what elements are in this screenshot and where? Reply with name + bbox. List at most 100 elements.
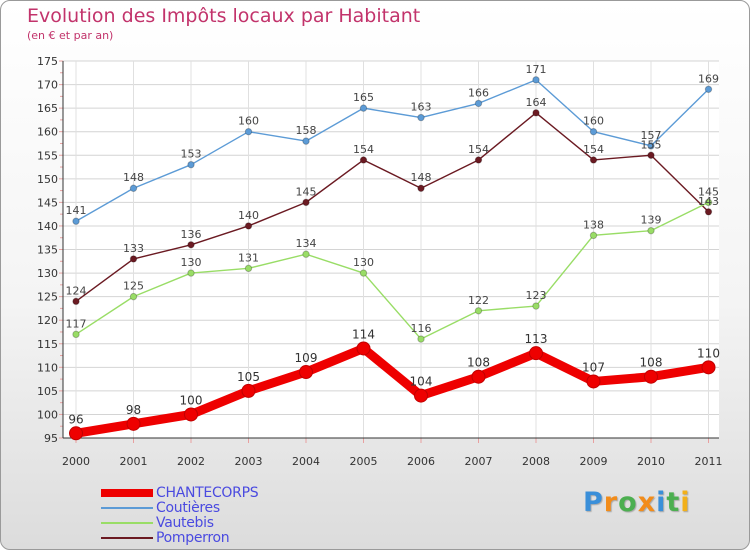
data-label: 148 [411, 171, 432, 184]
logo-letter: i [656, 487, 667, 518]
data-label: 134 [296, 237, 317, 250]
data-point [187, 269, 195, 277]
chart-title: Evolution des Impôts locaux par Habitant [27, 5, 421, 27]
data-point [299, 365, 313, 380]
data-label: 154 [468, 143, 489, 156]
logo-letter: P [583, 487, 604, 518]
data-point [187, 241, 195, 249]
data-point [701, 360, 716, 375]
data-point [417, 184, 425, 192]
data-label: 145 [296, 185, 317, 198]
y-tick-label: 160 [37, 126, 58, 139]
data-label: 130 [181, 256, 202, 269]
series-line-pomperron [75, 112, 710, 303]
logo-letter: t [666, 487, 681, 518]
data-label: 154 [583, 143, 604, 156]
data-point [704, 85, 713, 93]
data-point [647, 151, 655, 159]
data-point [644, 369, 658, 384]
y-tick-label: 150 [37, 173, 58, 186]
data-point [244, 264, 253, 273]
x-tick-label: 2003 [235, 455, 263, 468]
data-label: 163 [411, 101, 432, 114]
data-label: 136 [181, 228, 202, 241]
data-label: 169 [698, 72, 719, 85]
y-tick-label: 175 [37, 55, 58, 68]
data-label: 125 [123, 280, 144, 293]
x-tick-label: 2006 [407, 455, 435, 468]
series-line-coutières [75, 79, 710, 222]
y-tick-label: 135 [37, 244, 58, 257]
legend-swatch [101, 507, 153, 509]
data-point [471, 369, 486, 384]
series-line-vautebis [75, 201, 710, 340]
logo-letter: r [603, 487, 619, 518]
logo-letter: i [680, 487, 691, 518]
data-label: 131 [238, 251, 259, 264]
data-point [474, 99, 483, 108]
data-point [72, 330, 80, 339]
data-point [704, 198, 713, 207]
legend-label: Vautebis [156, 515, 214, 531]
data-point [302, 250, 310, 258]
series-layer [69, 76, 716, 441]
label-layer: 96 98 100 105 109 114 104 108 113 107 108 110 141 148… [66, 63, 720, 426]
data-point [356, 341, 371, 356]
data-label: 108 [640, 356, 663, 370]
data-point [417, 113, 425, 122]
data-label: 140 [238, 209, 259, 222]
data-point [126, 416, 141, 431]
chart-subtitle: (en € et par an) [27, 29, 114, 42]
data-label: 114 [352, 327, 375, 341]
x-tick-label: 2007 [465, 455, 493, 468]
y-tick-label: 95 [44, 432, 58, 445]
data-label: 148 [123, 171, 144, 184]
x-tick-label: 2000 [62, 455, 90, 468]
y-tick-label: 100 [37, 408, 58, 421]
data-label: 155 [641, 138, 662, 151]
data-point [184, 407, 198, 422]
data-label: 116 [411, 322, 432, 335]
data-label: 139 [641, 214, 662, 227]
data-point [359, 269, 368, 277]
data-point [589, 231, 598, 240]
data-point [589, 156, 598, 164]
data-label: 124 [66, 284, 87, 297]
data-point [302, 198, 310, 207]
proxiti-logo: Proxiti [583, 487, 691, 518]
data-label: 113 [525, 332, 548, 346]
legend-label: CHANTECORPS [156, 485, 259, 501]
x-tick-label: 2004 [292, 455, 320, 468]
data-label: 138 [583, 218, 604, 231]
y-tick-label: 125 [37, 291, 58, 304]
x-tick-label: 2001 [120, 455, 148, 468]
data-point [417, 335, 425, 343]
data-point [586, 374, 601, 389]
x-tick-label: 2010 [637, 455, 665, 468]
y-tick-label: 110 [37, 361, 58, 374]
data-point [474, 307, 483, 315]
data-point [72, 217, 80, 225]
data-label: 130 [353, 256, 374, 269]
data-label: 122 [468, 294, 489, 307]
x-tick-label: 2002 [177, 455, 205, 468]
data-point [187, 160, 195, 169]
data-label: 117 [66, 317, 87, 330]
data-point [474, 156, 483, 164]
data-label: 171 [526, 63, 547, 76]
legend-swatch [101, 489, 153, 497]
data-point [647, 142, 655, 150]
data-label: 109 [295, 351, 318, 365]
data-label: 160 [583, 115, 604, 128]
data-point [244, 127, 253, 136]
data-point [69, 426, 83, 441]
data-point [302, 137, 310, 145]
data-label: 108 [467, 356, 490, 370]
data-label: 141 [66, 204, 87, 217]
y-tick-label: 115 [37, 338, 58, 351]
data-label: 105 [237, 370, 260, 384]
data-point [129, 184, 138, 192]
data-label: 100 [180, 393, 203, 407]
data-point [532, 76, 540, 84]
